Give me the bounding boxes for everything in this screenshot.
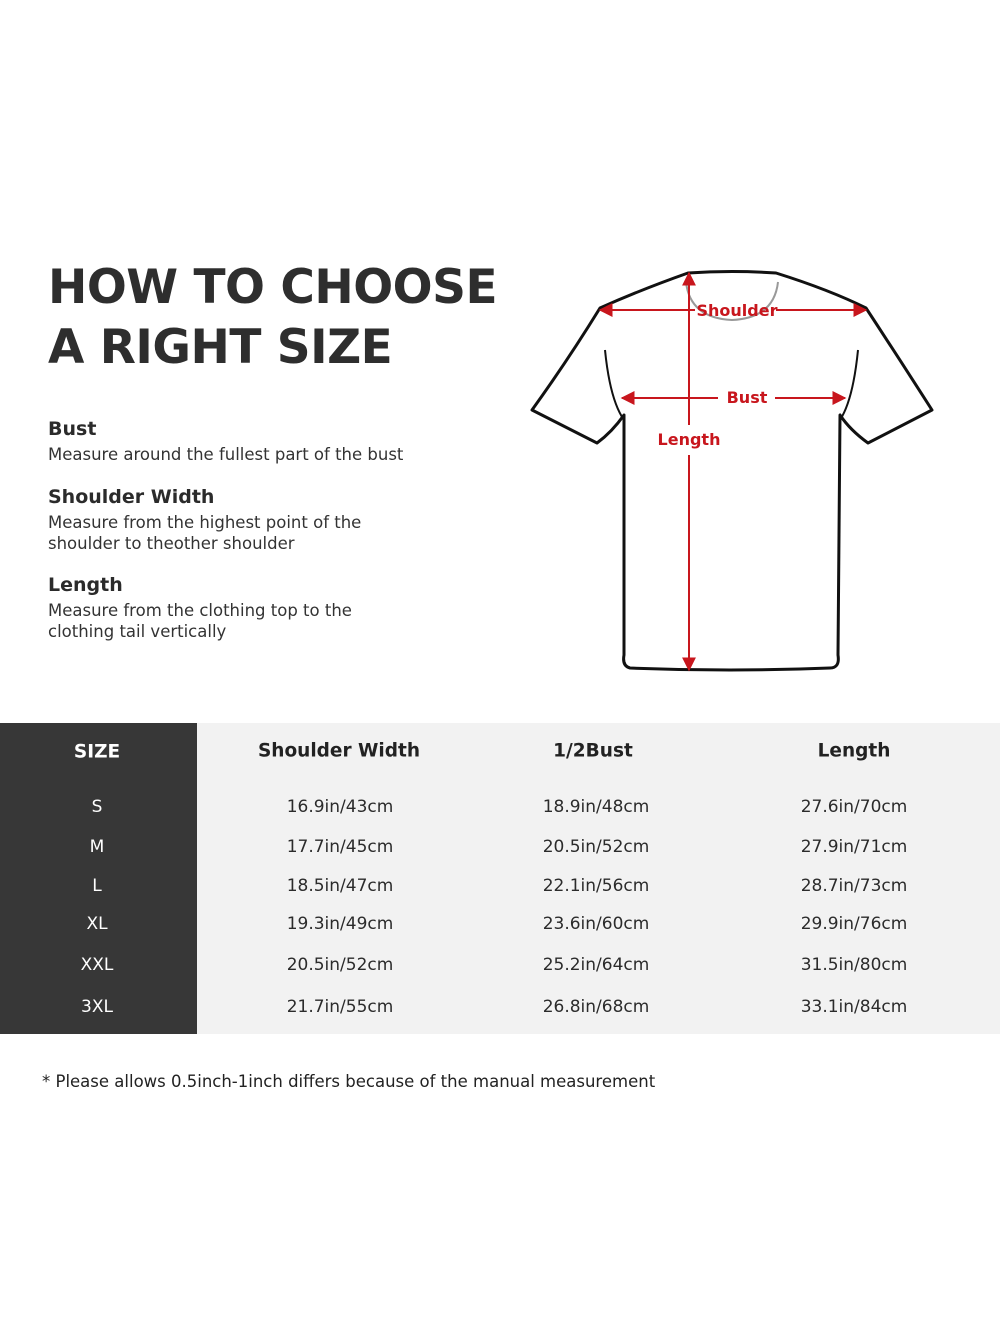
- cell-length: 29.9in/76cm: [800, 914, 908, 934]
- guide-heading: Bust: [48, 418, 97, 440]
- page-title: HOW TO CHOOSE A RIGHT SIZE: [48, 258, 498, 378]
- tshirt-collar: [685, 281, 779, 322]
- guide-shoulder-width: Shoulder Width Measure from the highest …: [48, 486, 388, 554]
- cell-length: 31.5in/80cm: [800, 955, 908, 975]
- cell-size: XL: [86, 914, 108, 934]
- guide-text: Measure from the highest point of the sh…: [48, 513, 362, 553]
- header-length: Length: [817, 740, 891, 762]
- cell-length: 33.1in/84cm: [800, 997, 908, 1017]
- guide-bust: Bust Measure around the fullest part of …: [48, 418, 468, 465]
- cell-size: M: [89, 837, 105, 857]
- cell-size: L: [92, 876, 102, 896]
- header-half-bust: 1/2Bust: [553, 740, 633, 762]
- header-shoulder-width: Shoulder Width: [257, 740, 421, 762]
- title-line-1: HOW TO CHOOSE: [48, 260, 498, 315]
- cell-half-bust: 25.2in/64cm: [542, 955, 650, 975]
- cell-length: 28.7in/73cm: [800, 876, 908, 896]
- size-table: SIZE Shoulder Width 1/2Bust Length S 16.9…: [0, 723, 1000, 1034]
- guide-heading: Shoulder Width: [48, 486, 215, 508]
- size-column-background: [0, 723, 197, 1034]
- cell-shoulder-width: 18.5in/47cm: [286, 876, 394, 896]
- cell-half-bust: 23.6in/60cm: [542, 914, 650, 934]
- guide-text: Measure from the clothing top to the clo…: [48, 601, 352, 641]
- cell-half-bust: 22.1in/56cm: [542, 876, 650, 896]
- cell-size: XXL: [80, 955, 114, 975]
- guide-length: Length Measure from the clothing top to …: [48, 574, 378, 642]
- bust-label: Bust: [727, 388, 768, 407]
- cell-shoulder-width: 17.7in/45cm: [286, 837, 394, 857]
- cell-size: 3XL: [81, 997, 113, 1017]
- cell-length: 27.9in/71cm: [800, 837, 908, 857]
- cell-half-bust: 26.8in/68cm: [542, 997, 650, 1017]
- tshirt-outline: [530, 270, 934, 672]
- guide-text: Measure around the fullest part of the b…: [48, 445, 404, 464]
- cell-shoulder-width: 19.3in/49cm: [286, 914, 394, 934]
- guide-heading: Length: [48, 574, 123, 596]
- title-line-2: A RIGHT SIZE: [48, 320, 393, 375]
- cell-half-bust: 20.5in/52cm: [542, 837, 650, 857]
- tshirt-diagram: Shoulder Bust Length: [530, 270, 934, 672]
- shoulder-label: Shoulder: [697, 301, 778, 320]
- cell-length: 27.6in/70cm: [800, 797, 908, 817]
- cell-shoulder-width: 16.9in/43cm: [286, 797, 394, 817]
- header-size: SIZE: [73, 741, 121, 763]
- tshirt-seam-left: [604, 349, 625, 421]
- measurement-note: * Please allows 0.5inch-1inch differs be…: [42, 1072, 656, 1091]
- cell-shoulder-width: 20.5in/52cm: [286, 955, 394, 975]
- length-label: Length: [658, 430, 721, 449]
- cell-shoulder-width: 21.7in/55cm: [286, 997, 394, 1017]
- cell-half-bust: 18.9in/48cm: [542, 797, 650, 817]
- cell-size: S: [91, 797, 103, 817]
- tshirt-seam-right: [839, 349, 859, 421]
